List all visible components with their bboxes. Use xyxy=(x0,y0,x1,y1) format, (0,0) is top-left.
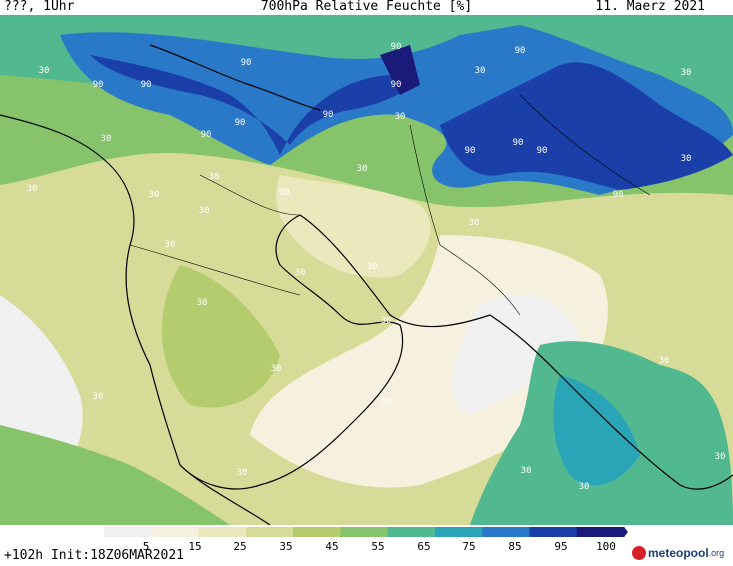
very-moist-zone-east xyxy=(440,62,733,190)
logo-mark-icon xyxy=(632,546,646,560)
contour-label: 30 xyxy=(521,466,532,476)
map-title: 700hPa Relative Feuchte [%] xyxy=(260,0,473,14)
contour-label: 30 xyxy=(715,452,726,462)
colorbar-cell xyxy=(198,527,247,537)
peak-moisture-cell xyxy=(380,45,420,95)
init-run-label: +102h Init:18Z06MAR2021 xyxy=(4,548,185,563)
colorbar-cell xyxy=(104,527,152,537)
forecast-time-label: ???, 1Uhr xyxy=(4,0,75,14)
contour-label: 90 xyxy=(93,80,104,90)
colorbar-cell xyxy=(340,527,389,537)
contour-label: 30 xyxy=(197,298,208,308)
contour-label: 30 xyxy=(475,66,486,76)
contour-label: 90 xyxy=(201,130,212,140)
contour-label: 30 xyxy=(381,398,392,408)
contour-label: 90 xyxy=(141,80,152,90)
contour-label: 90 xyxy=(235,118,246,128)
color-scale-bar xyxy=(104,527,628,537)
scale-tick: 55 xyxy=(371,540,385,553)
dry-zone-persia xyxy=(276,175,431,278)
contour-label: 30 xyxy=(149,190,160,200)
colorbar-cell xyxy=(576,527,625,537)
scale-tick: 5 xyxy=(142,540,150,553)
contour-label: 90 xyxy=(391,80,402,90)
very-dry-zone xyxy=(451,295,580,415)
colorbar-cell xyxy=(434,527,483,537)
scale-tick: 35 xyxy=(279,540,293,553)
contour-label: 30 xyxy=(237,468,248,478)
color-scale-labels: 5 15 25 35 45 55 65 75 85 95 100 xyxy=(104,540,624,554)
logo-name: meteopool xyxy=(648,546,709,560)
contour-label: 90 xyxy=(613,190,624,200)
scale-tick: 65 xyxy=(417,540,431,553)
moderate-zone-arabia xyxy=(161,265,280,408)
scale-tick: 45 xyxy=(325,540,339,553)
contour-label: 30 xyxy=(199,206,210,216)
contour-label: 90 xyxy=(513,138,524,148)
contour-label: 30 xyxy=(367,262,378,272)
colorbar-cell xyxy=(151,527,200,537)
scale-tick: 100 xyxy=(596,540,616,553)
contour-labels: 90 90 90 90 90 90 90 90 90 90 90 90 90 9… xyxy=(27,42,726,492)
contour-label: 30 xyxy=(39,66,50,76)
contour-label: 30 xyxy=(381,316,392,326)
colorbar-cell xyxy=(387,527,436,537)
humid-core-india xyxy=(553,375,640,486)
contour-label: 30 xyxy=(209,172,220,182)
contour-label: 30 xyxy=(357,164,368,174)
contour-label: 30 xyxy=(681,154,692,164)
contour-label: 90 xyxy=(537,146,548,156)
coastlines xyxy=(0,44,733,525)
contour-label: 30 xyxy=(271,364,282,374)
colorbar-cell xyxy=(245,527,294,537)
meteopool-logo[interactable]: meteopool .org xyxy=(632,546,724,560)
scale-tick: 25 xyxy=(233,540,247,553)
humid-zone-southwest xyxy=(0,425,230,525)
contour-label: 30 xyxy=(469,218,480,228)
very-moist-zone-west xyxy=(90,55,420,155)
contour-label: 30 xyxy=(165,240,176,250)
contour-label: 30 xyxy=(27,184,38,194)
scale-tick: 15 xyxy=(188,540,202,553)
colorbar-cell xyxy=(293,527,341,537)
forecast-date: 11. Maerz 2021 xyxy=(595,0,705,14)
contour-label: 30 xyxy=(101,134,112,144)
contour-label: 30 xyxy=(681,68,692,78)
scale-tick: 85 xyxy=(508,540,522,553)
colorbar-cell xyxy=(529,527,578,537)
scale-tick: 75 xyxy=(462,540,476,553)
logo-tld: .org xyxy=(708,548,725,558)
contour-label: 30 xyxy=(659,356,670,366)
contour-label: 30 xyxy=(295,268,306,278)
contour-label: 30 xyxy=(93,392,104,402)
humidity-map: 90 90 90 90 90 90 90 90 90 90 90 90 90 9… xyxy=(0,15,733,525)
contour-label: 90 xyxy=(465,146,476,156)
contour-label: 90 xyxy=(241,58,252,68)
colorbar-cell xyxy=(482,527,530,537)
contour-label: 90 xyxy=(391,42,402,52)
contour-label: 30 xyxy=(579,482,590,492)
contour-label: 90 xyxy=(323,110,334,120)
contour-label: 90 xyxy=(279,188,290,198)
borders xyxy=(129,94,651,316)
colorbar-arrow xyxy=(624,527,628,537)
contour-label: 30 xyxy=(395,112,406,122)
scale-tick: 95 xyxy=(554,540,568,553)
contour-label: 90 xyxy=(515,46,526,56)
